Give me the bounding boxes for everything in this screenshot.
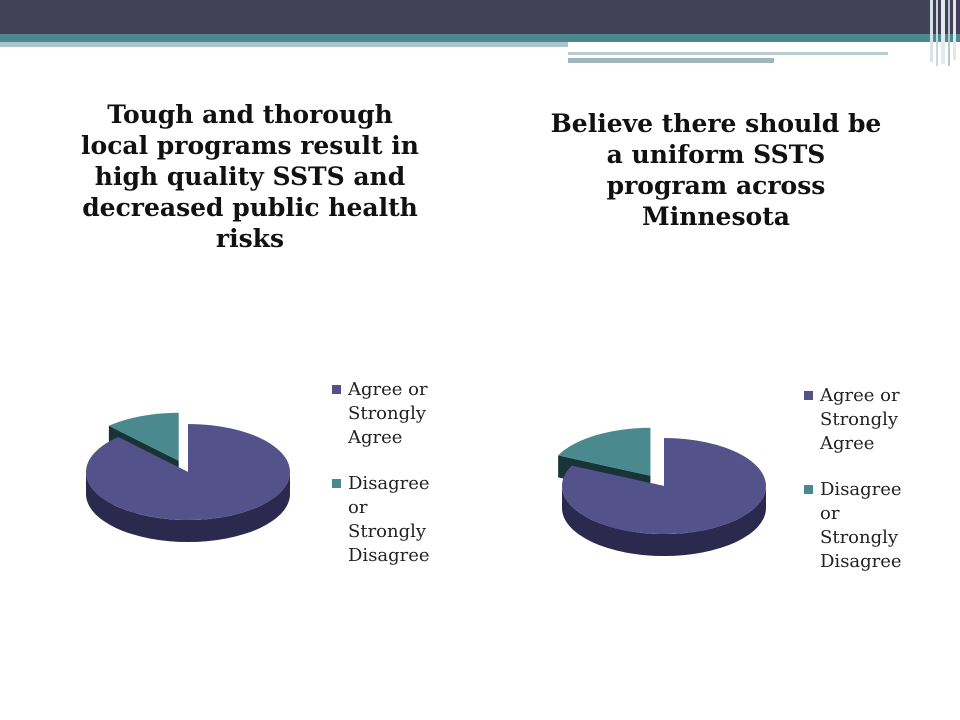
pie-slice-agree bbox=[562, 438, 766, 534]
pie-slice-disagree bbox=[108, 412, 179, 461]
pie-chart-uniform-program bbox=[558, 427, 766, 556]
legend-label-line: or bbox=[820, 503, 840, 524]
chart-title-uniform-program: Believe there should be a uniform SSTS p… bbox=[550, 109, 882, 231]
chart-legend-tough-programs: Agree or Strongly Agree Disagree or Strongly D… bbox=[332, 378, 460, 568]
legend-swatch bbox=[332, 479, 341, 488]
legend-item-agree: Agree or Strongly Agree bbox=[332, 378, 460, 450]
legend-swatch bbox=[804, 485, 813, 494]
legend-label-line: or bbox=[348, 497, 368, 518]
legend-swatch bbox=[804, 391, 813, 400]
pie-slice-disagree bbox=[558, 427, 651, 476]
legend-item-agree: Agree or Strongly Agree bbox=[804, 384, 932, 456]
slide-header-strip bbox=[568, 52, 888, 55]
legend-label-line: Agree or bbox=[820, 385, 900, 406]
legend-item-disagree: Disagree or Strongly Disagree bbox=[332, 472, 460, 568]
legend-label-line: Agree bbox=[348, 427, 403, 448]
legend-label-line: Strongly bbox=[348, 521, 427, 542]
legend-label-line: Agree or bbox=[348, 379, 428, 400]
slide-corner-decoration bbox=[930, 0, 956, 66]
pie-slice-agree-rim bbox=[86, 472, 290, 542]
chart-legend-uniform-program: Agree or Strongly Agree Disagree or Strongly D… bbox=[804, 384, 932, 574]
slide-header-strip bbox=[568, 58, 774, 63]
legend-item-disagree: Disagree or Strongly Disagree bbox=[804, 478, 932, 574]
chart-title-tough-programs: Tough and thorough local programs result… bbox=[81, 100, 419, 253]
legend-label-line: Strongly bbox=[348, 403, 427, 424]
legend-label-line: Disagree bbox=[348, 545, 430, 566]
legend-label-line: Strongly bbox=[820, 527, 899, 548]
pie-slice-agree-rim bbox=[562, 486, 766, 556]
pie-slice-agree bbox=[86, 424, 290, 520]
slide-header-bar bbox=[0, 0, 960, 34]
slide-header-light-band bbox=[0, 42, 568, 47]
pie-slice-agree-group bbox=[562, 438, 766, 556]
legend-label-line: Strongly bbox=[820, 409, 899, 430]
legend-label-line: Disagree bbox=[820, 479, 902, 500]
legend-label-line: Agree bbox=[820, 433, 875, 454]
pie-chart-tough-programs bbox=[86, 412, 290, 542]
legend-swatch bbox=[332, 385, 341, 394]
legend-label-line: Disagree bbox=[820, 551, 902, 572]
slide-header-accent bbox=[0, 34, 960, 42]
pie-slice-agree-group bbox=[86, 424, 290, 542]
legend-label-line: Disagree bbox=[348, 473, 430, 494]
